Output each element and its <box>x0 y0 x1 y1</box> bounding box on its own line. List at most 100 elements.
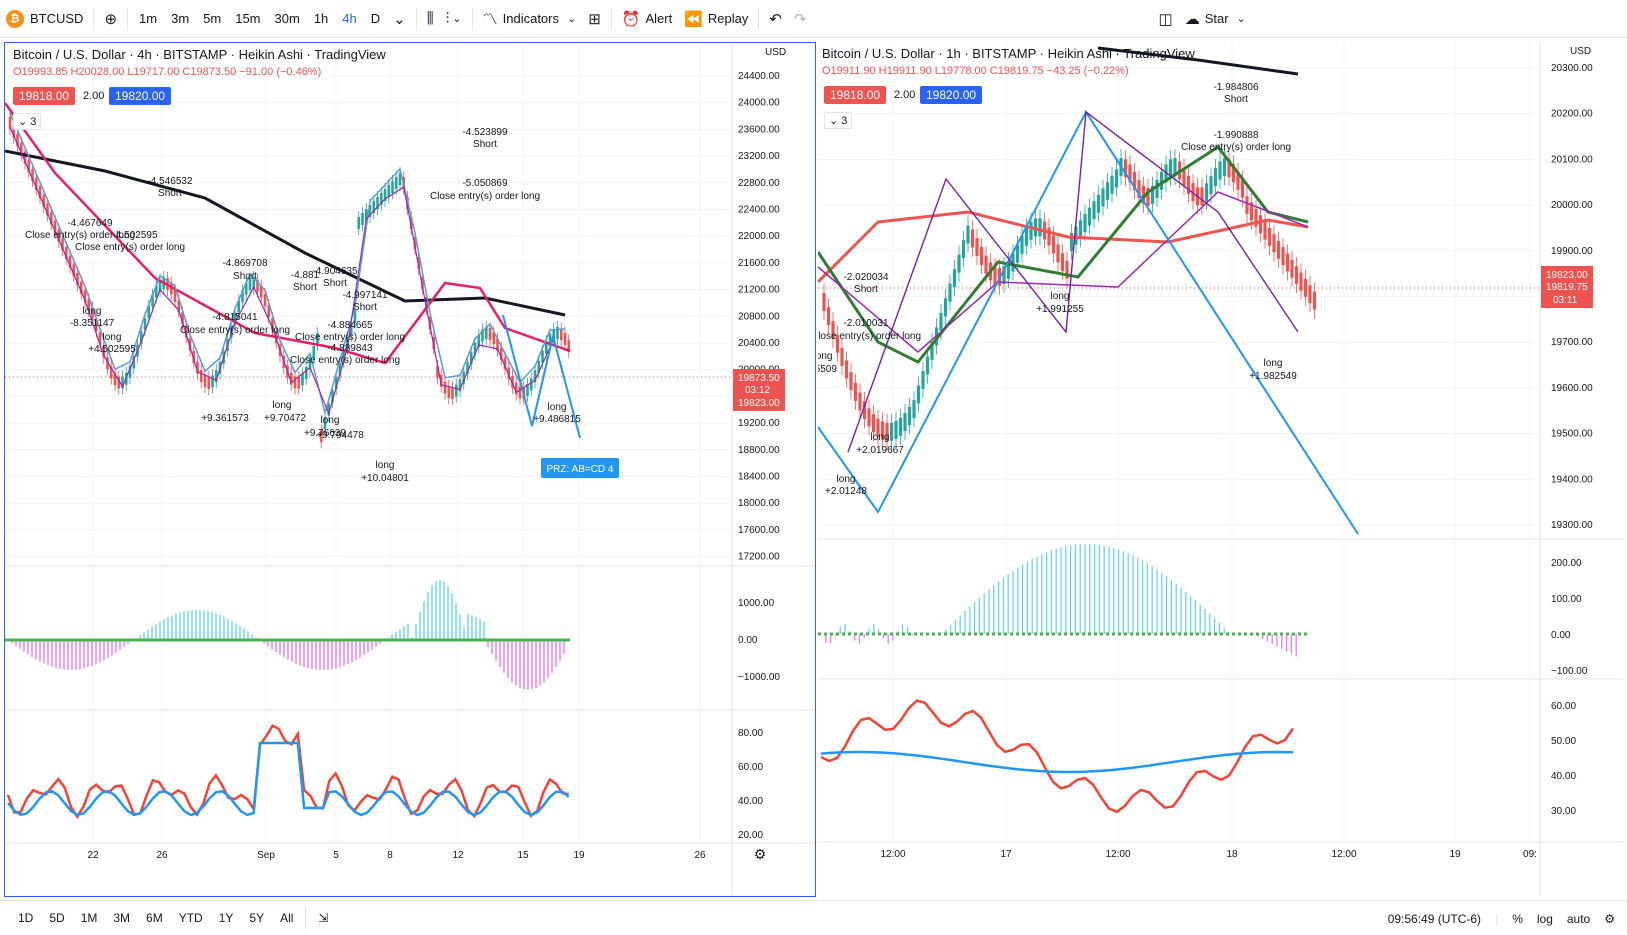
candle-body <box>939 312 943 331</box>
compare-button[interactable]: ⊕ <box>98 0 123 38</box>
layout-name-button[interactable]: ☁ Star ⌄ <box>1179 0 1252 38</box>
candle-body <box>1146 187 1150 206</box>
candle-body <box>880 421 885 440</box>
chart-pane-1h[interactable]: 12:00 17 12:00 18 12:00 19 09: 20300.00 20200.00… <box>818 42 1624 897</box>
candle-body <box>79 281 83 294</box>
timeframe-4h[interactable]: 4h <box>342 11 357 26</box>
trade-annotation: long <box>548 402 567 413</box>
range-1m[interactable]: 1M <box>80 911 98 925</box>
redo-button[interactable]: ↷ <box>788 0 813 38</box>
buy-button[interactable]: 19820.00 <box>920 86 983 104</box>
candle-body <box>241 290 244 303</box>
candle-body <box>1254 208 1258 227</box>
candle-body <box>957 254 961 273</box>
sell-button[interactable]: 19818.00 <box>824 86 887 104</box>
trade-annotation: -4.869708 <box>222 258 267 269</box>
timeframe-15m[interactable]: 15m <box>235 11 261 26</box>
indicators-button[interactable]: 〽 Indicators ⌄ <box>477 0 583 38</box>
indicators-icon: 〽 <box>482 11 498 28</box>
candle-body <box>244 282 248 295</box>
chart-canvas-1h[interactable]: 12:00 17 12:00 18 12:00 19 09: 20300.00 20200.00… <box>818 42 1624 895</box>
range-5d[interactable]: 5D <box>49 911 65 925</box>
buy-button[interactable]: 19820.00 <box>109 87 172 105</box>
sell-button[interactable]: 19818.00 <box>13 87 76 105</box>
log-toggle[interactable]: log <box>1536 911 1553 926</box>
templates-button[interactable]: ⊞ <box>582 0 607 38</box>
candle-body <box>477 334 481 347</box>
candle-body <box>19 143 23 155</box>
redo-icon: ↷ <box>793 10 807 28</box>
candle-body <box>271 317 274 330</box>
candle-body <box>466 362 469 375</box>
timeframe-5m[interactable]: 5m <box>203 11 222 26</box>
percent-toggle[interactable]: % <box>1512 911 1523 926</box>
layout-select-button[interactable]: ◫ <box>1153 0 1179 38</box>
settings-icon[interactable]: ⚙ <box>1604 911 1615 926</box>
range-6m[interactable]: 6M <box>146 911 163 925</box>
candle-body <box>196 361 199 374</box>
oscillator-axis-label: 1000.00 <box>738 598 775 609</box>
candle-body <box>237 300 241 313</box>
indicators-collapse-button[interactable]: ⌄ 3 <box>13 113 42 130</box>
alert-button[interactable]: ⏰ Alert <box>616 0 678 38</box>
chart-pane-4h[interactable]: 22 26 Sep 5 8 12 15 19 26 ⚙ 24400.00 24000.00 23600.… <box>4 42 816 897</box>
currency-label[interactable]: USD <box>765 47 787 58</box>
currency-label[interactable]: USD <box>1570 46 1592 57</box>
timeframe-30m[interactable]: 30m <box>274 11 300 26</box>
range-all[interactable]: All <box>280 911 294 925</box>
range-ytd[interactable]: YTD <box>178 911 203 925</box>
candle-body <box>840 347 844 366</box>
replay-button[interactable]: ⏪ Replay <box>678 0 754 38</box>
candle-body <box>451 386 454 399</box>
timeframe-1h[interactable]: 1h <box>313 11 329 26</box>
candle-body <box>514 382 518 395</box>
timeframe-dropdown[interactable]: ⌄ <box>387 0 412 38</box>
time-axis-label: 09: <box>1523 849 1537 860</box>
candle-body <box>391 181 394 193</box>
trade-annotation: 05509 <box>818 364 837 375</box>
range-1y[interactable]: 1Y <box>218 911 234 925</box>
candle-body <box>61 238 64 251</box>
spread-value: 2.00 <box>83 90 105 102</box>
symbol-search[interactable]: ₿ BTCUSD <box>0 0 89 38</box>
bar-style-button[interactable]: ⫼ <box>421 0 440 38</box>
candle-body <box>1236 171 1240 190</box>
trade-annotation: Close entry(s) order long <box>180 325 290 336</box>
auto-toggle[interactable]: auto <box>1566 911 1591 926</box>
candle-body <box>481 329 484 342</box>
chevron-down-icon: ⌄ <box>452 13 462 25</box>
last-price-value: 19823.00 <box>1546 270 1588 281</box>
candle-body <box>916 385 921 404</box>
timeframe-3m[interactable]: 3m <box>171 11 190 26</box>
trade-annotation: -4.904635 <box>312 266 357 277</box>
date-range-group: 1D 5D 1M 3M 6M YTD 1Y 5Y All <box>0 911 301 925</box>
timeframe-1m[interactable]: 1m <box>139 11 158 26</box>
axis-settings-icon[interactable]: ⚙ <box>754 846 767 862</box>
candle-body <box>1245 196 1249 215</box>
price-axis-label: 23200.00 <box>738 151 780 162</box>
candle-body <box>511 375 514 388</box>
trade-annotation: long <box>1264 358 1283 369</box>
candle-body <box>1155 179 1159 198</box>
candle-body <box>1020 235 1024 254</box>
price-axis-label: 20300.00 <box>1551 63 1593 74</box>
candle-body <box>72 264 76 277</box>
timeframe-d[interactable]: D <box>370 11 381 26</box>
candle-body <box>91 307 94 320</box>
rsi-axis-label: 50.00 <box>1551 736 1576 747</box>
trade-annotation: Close entry(s) order long <box>25 230 135 241</box>
range-1d[interactable]: 1D <box>18 911 34 925</box>
alarm-icon: ⏰ <box>621 10 641 28</box>
go-to-date-button[interactable]: ⇲ <box>310 911 336 925</box>
clock[interactable]: 09:56:49 (UTC-6) <box>1387 911 1482 926</box>
chart-type-button[interactable]: ⫶ ⌄ <box>440 0 468 38</box>
indicators-collapse-button[interactable]: ⌄ 3 <box>824 112 853 129</box>
undo-button[interactable]: ↶ <box>763 0 788 38</box>
candle-body <box>948 283 952 302</box>
range-3m[interactable]: 3M <box>113 911 131 925</box>
chart-canvas-4h[interactable]: 22 26 Sep 5 8 12 15 19 26 ⚙ 24400.00 24000.00 23600.… <box>5 43 815 896</box>
trade-annotation: long <box>871 432 890 443</box>
ma-green-line <box>818 144 1309 364</box>
ma-red-line <box>818 210 1309 284</box>
range-5y[interactable]: 5Y <box>249 911 265 925</box>
